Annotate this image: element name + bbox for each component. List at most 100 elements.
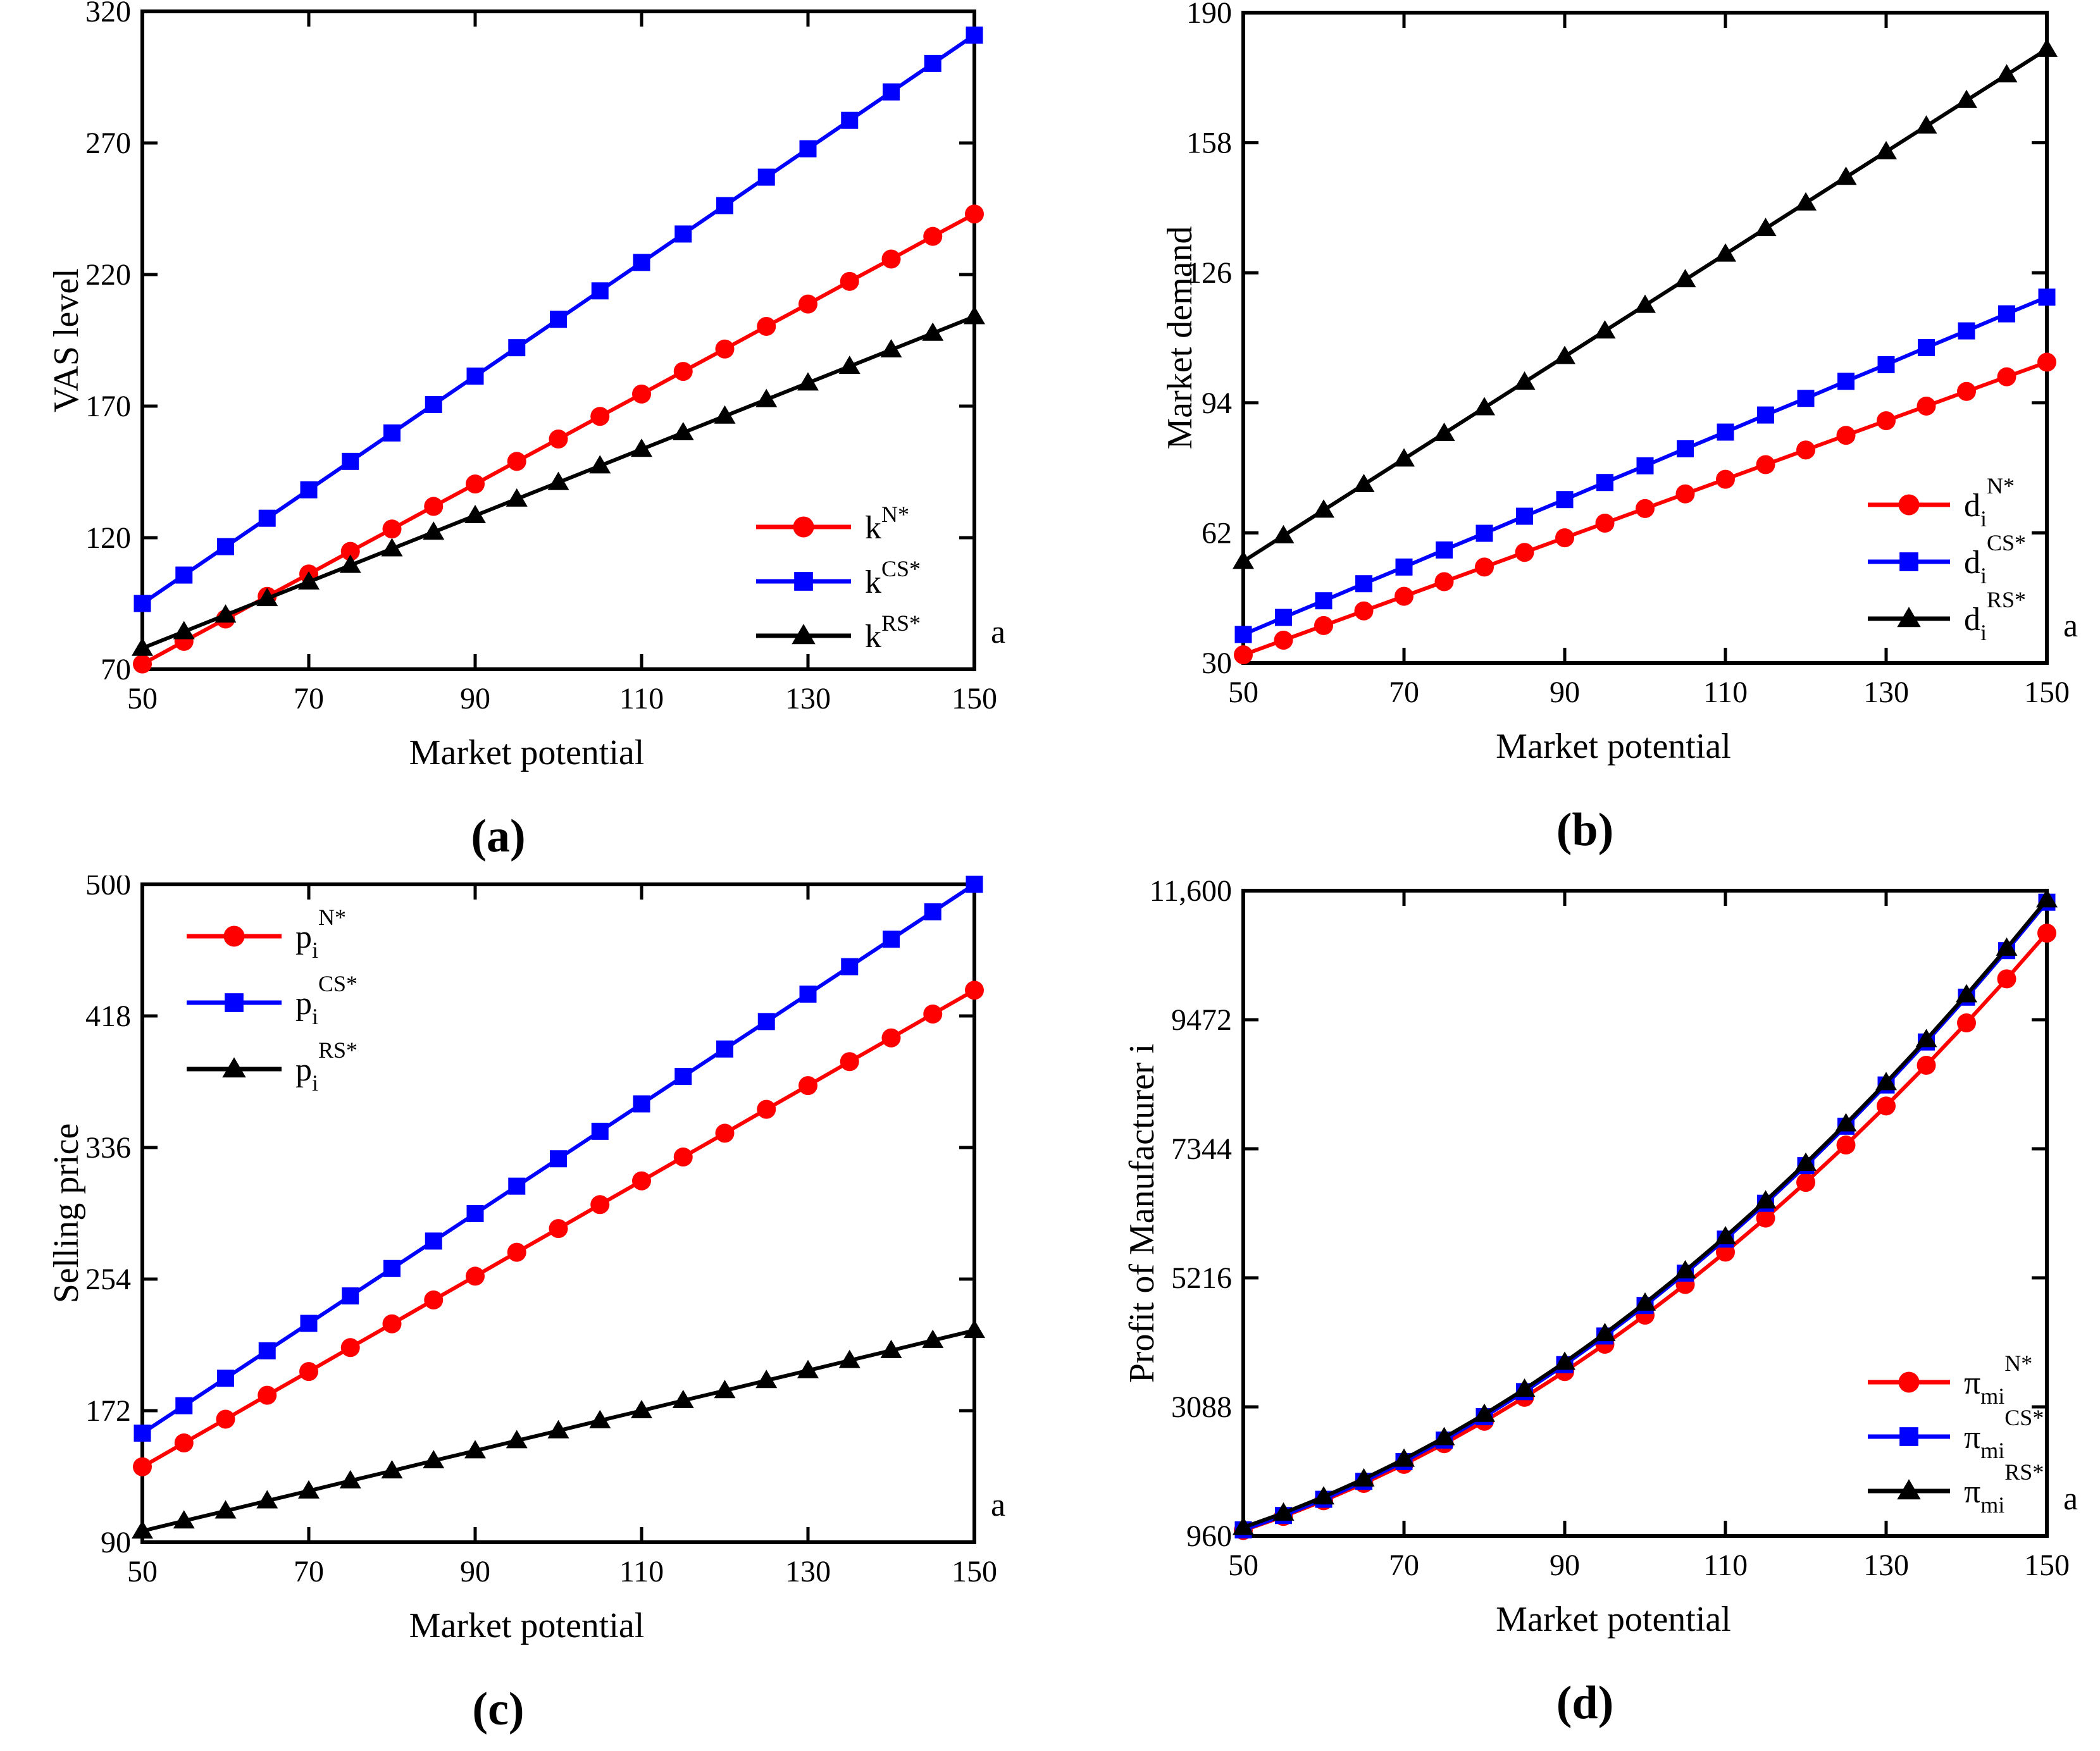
series-marker-piN [1836,1135,1856,1155]
series-marker-kRS [589,455,611,474]
x-tick-label: 150 [2024,676,2070,709]
series-marker-pN [340,1338,360,1358]
series-marker-piRS [1393,1448,1415,1467]
series-marker-pCS [799,986,817,1003]
series-marker-pCS [633,1095,650,1113]
plot-frame-d [1241,889,2049,1538]
x-axis-label-b: Market potential [1496,727,1731,766]
series-marker-piN [1997,969,2016,989]
series-marker-pRS [381,1460,403,1479]
chart-b-canvas: 50 70 90 110 130 150 30 62 94 126 158 190 diN*diCS*d… [1186,0,2078,709]
series-marker-pRS [838,1349,861,1368]
legend-marker-kN [793,516,814,538]
series-marker-piRS [1956,984,1977,1003]
legend-label-dCS: diCS* [1964,530,2026,588]
series-marker-piN [2037,924,2056,943]
series-marker-pCS [342,1287,359,1305]
series-marker-piN [1917,1055,1936,1075]
series-marker-pN [258,1385,277,1405]
series-marker-pN [133,1457,152,1476]
series-marker-pCS [425,1232,442,1250]
series-line-piN [1243,932,2049,1533]
series-marker-kN [466,474,485,494]
series-marker-kN [549,430,568,449]
series-marker-piRS [1474,1403,1495,1422]
series-marker-pCS [966,876,983,893]
series-marker-pCS [924,903,941,920]
series-marker-kRS [339,554,361,573]
series-marker-dN [1395,586,1413,606]
legend-marker-pRS [222,1057,246,1078]
series-marker-kCS [924,54,941,72]
series-marker-dN [1475,557,1494,577]
caption-a: (a) [471,810,526,862]
series-marker-dRS [1835,166,1857,185]
series-marker-pCS [217,1370,234,1387]
caption-c: (c) [472,1683,525,1735]
series-marker-piN [1957,1013,1976,1032]
series-marker-kRS [964,306,985,325]
series-marker-pN [840,1052,859,1072]
y-tick-label: 158 [1186,127,1232,160]
x-tick-label: 130 [1863,1549,1909,1582]
series-marker-pN [673,1147,693,1166]
x-axis-label-a: Market potential [409,733,645,772]
x-tick-label: 130 [785,682,831,715]
series-marker-kRS [464,505,486,524]
series-marker-kRS [922,322,944,341]
legend-label-kCS: kCS* [865,556,921,600]
series-marker-pN [715,1123,735,1143]
x-tick-label: 130 [1863,676,1909,709]
series-marker-piN [1877,1096,1896,1116]
series-line-piRS [1242,898,2049,1530]
x-tick-label: 50 [127,682,158,715]
legend-marker-kCS [794,572,813,591]
series-marker-dCS [1395,558,1413,576]
y-tick-label: 11,600 [1150,876,1232,908]
series-marker-dCS [1636,457,1654,474]
y-tick-label: 270 [85,127,131,160]
series-marker-dCS [1315,592,1333,610]
plot-frame-c [140,882,976,1544]
series-marker-pN [382,1314,402,1333]
legend-marker-pN [223,925,245,947]
legend-label-kN: kN* [865,502,909,546]
series-marker-piRS [1996,937,2018,956]
y-tick-label: 3088 [1171,1390,1232,1424]
series-marker-dN [1756,455,1775,474]
series-marker-kRS [547,471,569,490]
series-marker-pRS [589,1409,611,1428]
series-marker-pRS [714,1380,736,1399]
series-marker-dN [1314,616,1333,635]
series-marker-pCS [757,1013,775,1030]
series-marker-dN [1675,484,1695,504]
series-marker-kRS [506,488,528,507]
series-marker-dRS [1233,550,1254,569]
series-marker-pRS [880,1339,902,1358]
series-marker-kRS [132,637,153,656]
series-marker-kCS [966,26,983,44]
legend-label-dRS: diRS* [1964,587,2026,645]
series-marker-dRS [1474,397,1495,416]
series-marker-piRS [1353,1468,1375,1487]
legend-label-piN: πmiN* [1964,1351,2032,1409]
y-tick-label: 120 [85,521,131,555]
series-marker-pRS [256,1490,278,1509]
series-marker-pRS [755,1370,778,1389]
caption-b: (b) [1556,804,1614,856]
legend-marker-piRS [1897,1479,1921,1500]
series-marker-piRS [1674,1259,1696,1278]
x-tick-label: 110 [619,682,664,715]
series-marker-kCS [716,197,733,214]
series-marker-pN [466,1266,485,1286]
series-marker-kN [632,384,651,404]
series-marker-kCS [757,168,775,186]
series-marker-piRS [1715,1226,1736,1245]
subplot-c: 50 70 90 110 130 150 90 172 254 336 418 500 piN* piCS… [0,876,1050,1751]
series-marker-dRS [1513,371,1536,390]
y-tick-label: 172 [85,1394,131,1428]
series-marker-piRS [1594,1323,1616,1342]
series-marker-dCS [1476,524,1493,542]
series-marker-kCS [633,254,650,271]
series-marker-dRS [1674,269,1696,288]
